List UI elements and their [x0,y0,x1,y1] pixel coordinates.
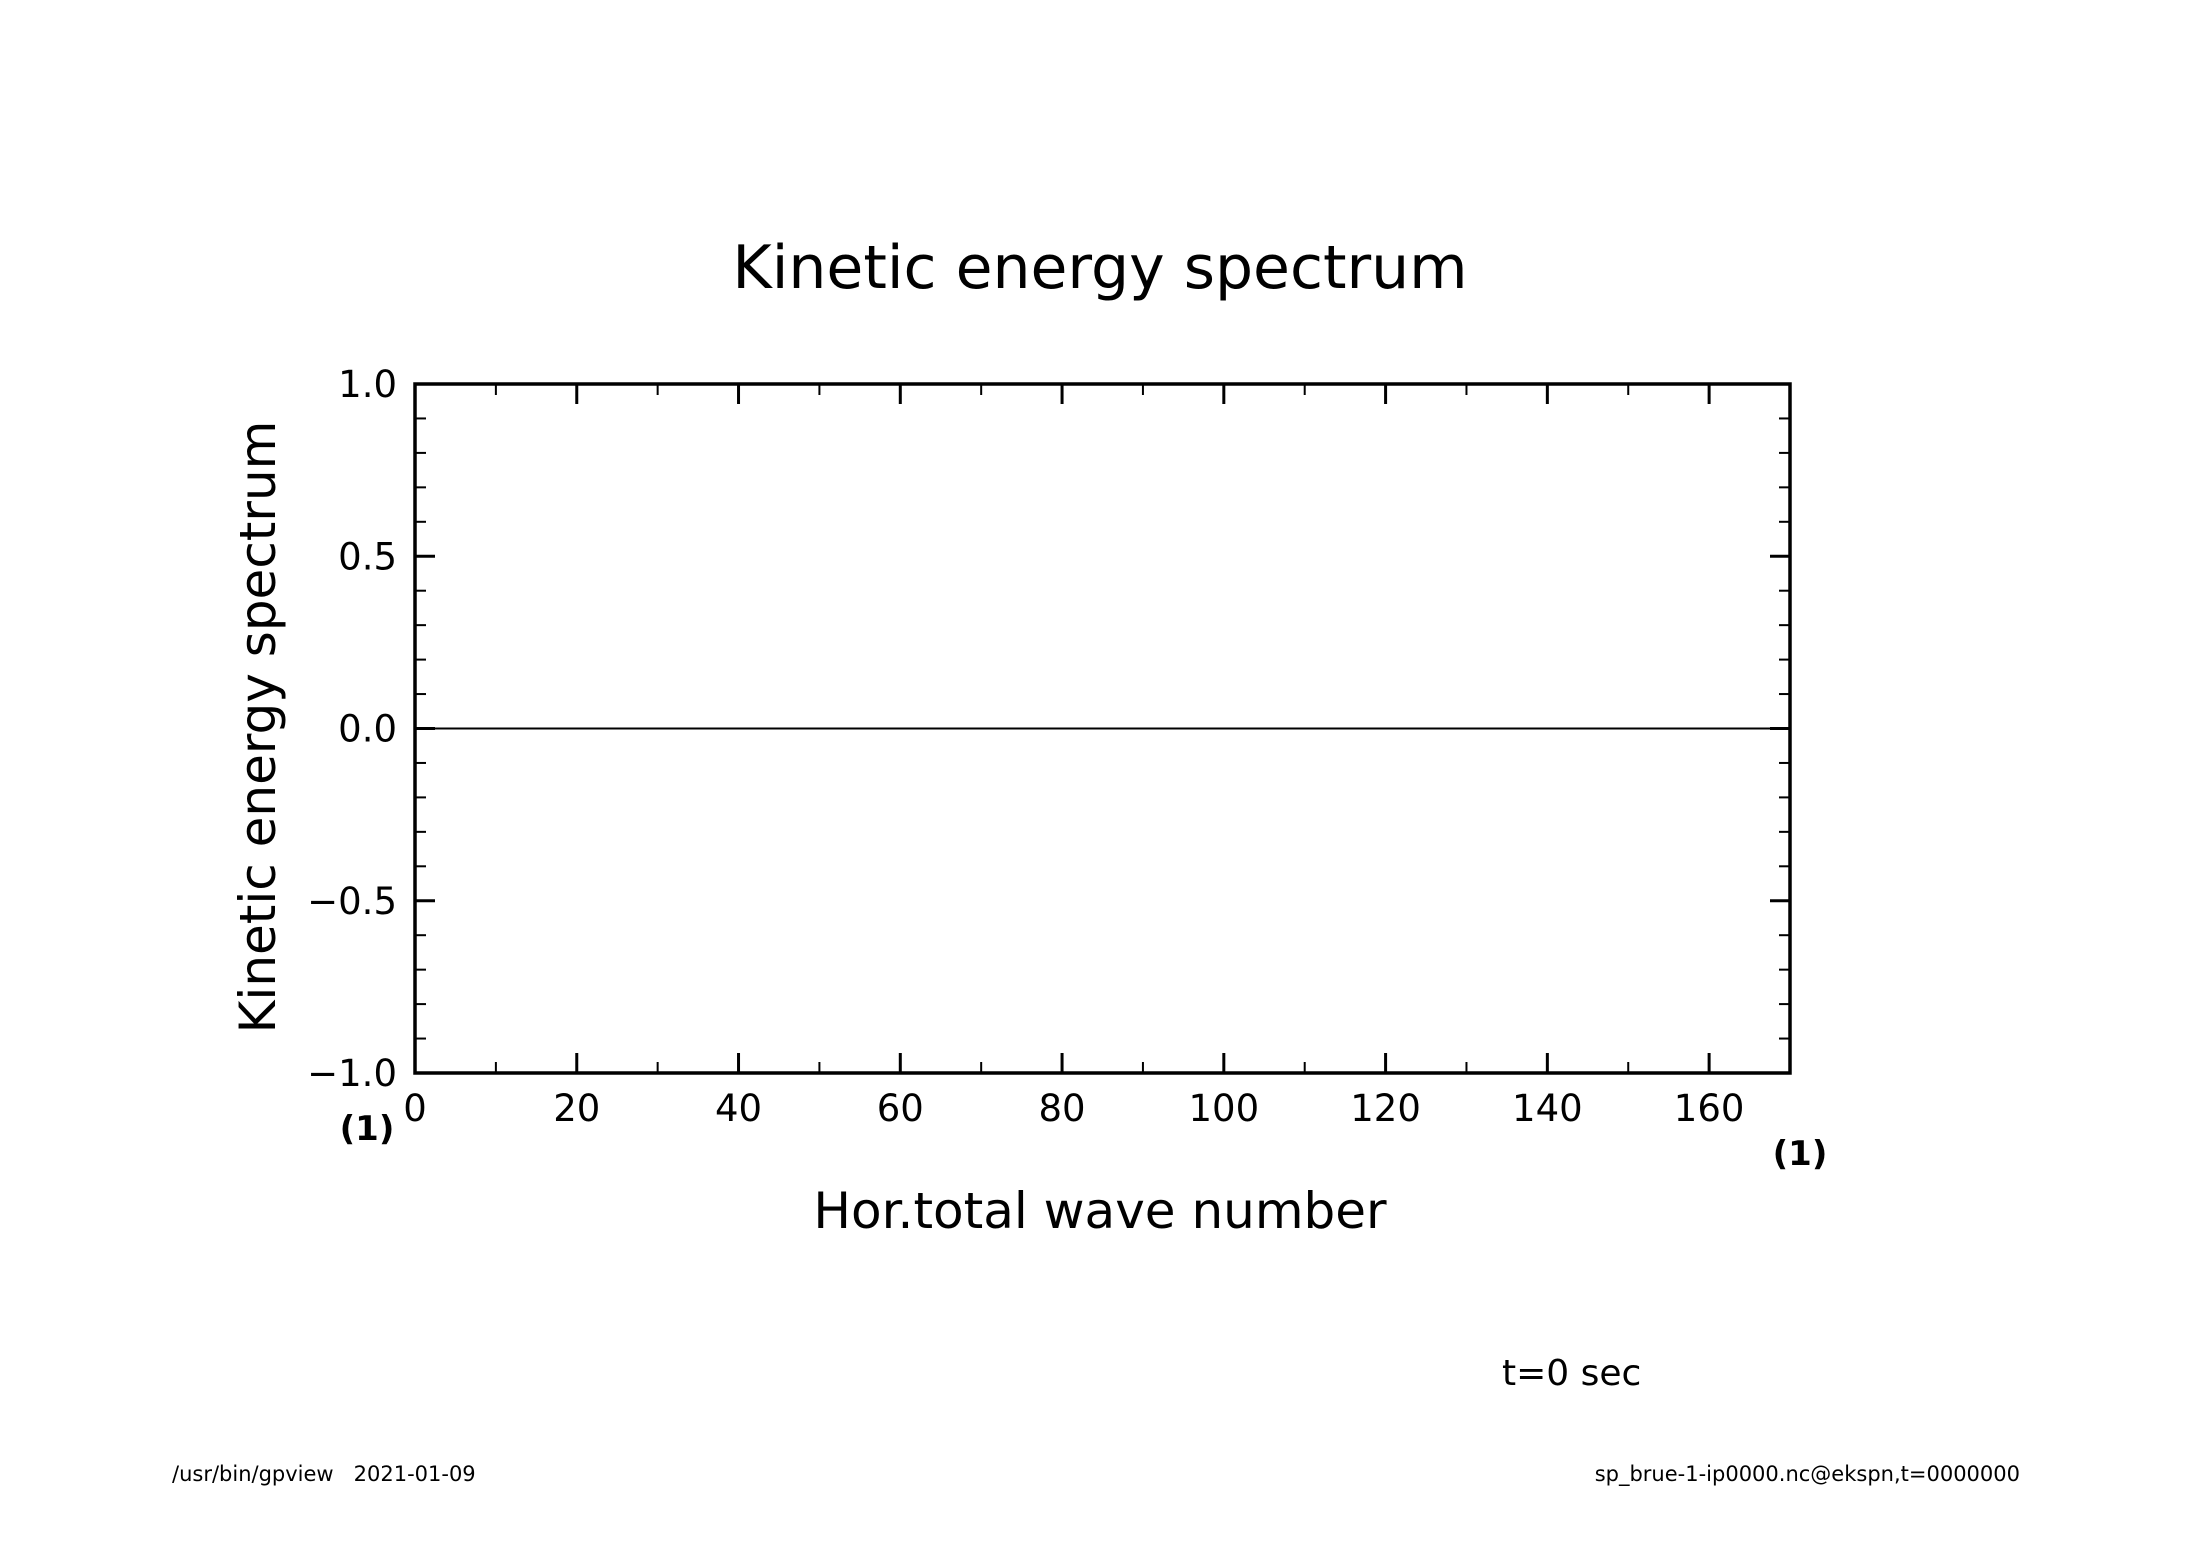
x-tick-label: 100 [1189,1087,1260,1130]
x-tick-label: 40 [715,1087,762,1130]
x-tick-label: 0 [403,1087,427,1130]
y-tick-label: −1.0 [307,1052,397,1095]
y-tick-label: 0.5 [338,535,397,578]
x-axis-label: Hor.total wave number [813,1182,1387,1240]
chart-title: Kinetic energy spectrum [732,233,1467,303]
y-tick-label: 0.0 [338,708,397,751]
x-tick-label: 160 [1674,1087,1745,1130]
y-axis-label: Kinetic energy spectrum [229,421,287,1034]
x-origin-unit-label: (1) [340,1109,395,1149]
y-tick-label: 1.0 [338,363,397,406]
x-tick-label: 120 [1350,1087,1421,1130]
x-end-unit-label: (1) [1773,1134,1828,1174]
footer-right: sp_brue-1-ip0000.nc@ekspn,t=0000000 [1595,1462,2020,1487]
x-tick-label: 60 [877,1087,924,1130]
footer-left: /usr/bin/gpview 2021-01-09 [172,1462,476,1486]
x-tick-label: 140 [1512,1087,1583,1130]
time-annotation: t=0 sec [1502,1353,1641,1394]
tick-labels: 0 20 40 60 80 100 120 140 160 −1.0 −0.5 0.0 0.5 1.0 [307,363,1744,1130]
x-tick-label: 20 [553,1087,600,1130]
x-tick-label: 80 [1039,1087,1086,1130]
y-tick-label: −0.5 [307,880,397,923]
